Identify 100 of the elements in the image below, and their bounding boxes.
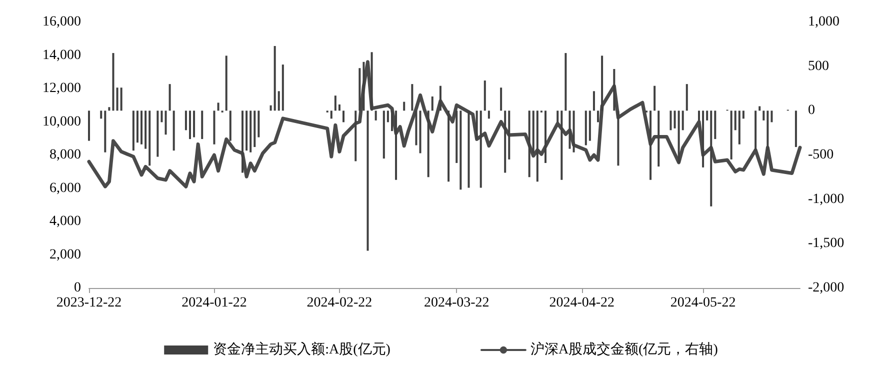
bar (403, 102, 406, 111)
bar (762, 110, 765, 120)
bar (148, 110, 151, 166)
bar (564, 53, 567, 111)
bar (427, 110, 430, 178)
y-tick-label: 2,000 (50, 247, 81, 262)
bar (160, 110, 163, 122)
bar (706, 110, 708, 120)
bar (528, 110, 530, 178)
y-tick-label: 16,000 (42, 14, 81, 30)
bar (282, 64, 284, 111)
bar (217, 102, 220, 111)
bar (544, 110, 546, 163)
bar (246, 110, 248, 151)
bar (390, 110, 393, 132)
bar (88, 110, 90, 141)
y-tick-label: 8,000 (50, 148, 81, 162)
bar (448, 110, 450, 182)
y2-tick-label: -2,000 (808, 280, 844, 296)
bar (250, 110, 252, 152)
bar (342, 110, 345, 122)
bar (597, 110, 600, 122)
bar (488, 110, 490, 119)
y-tick-label: 10,000 (42, 114, 81, 130)
bar (242, 110, 244, 173)
bar (278, 91, 280, 111)
bar (366, 110, 369, 251)
bar (682, 110, 684, 130)
bar (382, 110, 385, 159)
x-tick-label: 2023-12-22 (56, 296, 122, 310)
x-tick-label: 2024-02-22 (306, 296, 372, 310)
bar (439, 86, 442, 111)
bar (144, 110, 147, 149)
bar (456, 110, 458, 163)
bar (188, 110, 191, 140)
x-tick-label: 2024-01-22 (182, 296, 247, 310)
bar (374, 110, 377, 120)
bar (120, 88, 122, 111)
bar (229, 110, 232, 141)
bar (794, 110, 797, 148)
bar (686, 84, 688, 111)
y-tick-label: 4,000 (50, 214, 81, 229)
bar (193, 110, 196, 138)
bar (172, 110, 175, 151)
y2-tick-label: 500 (808, 58, 829, 74)
bar (674, 110, 676, 128)
y2-tick-label: -1,500 (808, 236, 844, 252)
bar (140, 110, 143, 144)
y2-tick-label: 1,000 (808, 14, 840, 30)
bar (419, 110, 422, 154)
bar (738, 110, 740, 144)
bar (658, 110, 660, 167)
bar (670, 110, 672, 130)
bar (592, 91, 595, 111)
bar (270, 105, 272, 111)
bar (358, 68, 361, 111)
bar (613, 68, 616, 111)
bar (536, 110, 538, 182)
bar (274, 46, 276, 111)
bar (584, 110, 587, 146)
bar (108, 107, 110, 111)
bar (386, 110, 389, 122)
bar (508, 110, 510, 160)
bar (742, 110, 744, 119)
bar (560, 110, 563, 180)
bar (754, 110, 757, 151)
bar (225, 56, 228, 111)
bar (354, 110, 357, 162)
bar (330, 110, 332, 119)
bar (568, 110, 571, 149)
bar (617, 110, 620, 166)
y2-tick-label: -1,000 (808, 192, 844, 207)
bar (702, 110, 704, 168)
y-tick-label: 12,000 (42, 81, 81, 96)
y2-tick-label: -500 (808, 148, 834, 162)
x-tick-label: 2024-05-22 (670, 296, 736, 310)
bar (395, 110, 398, 180)
bar (532, 110, 534, 154)
bar (132, 110, 134, 151)
bar (164, 110, 167, 135)
bar (588, 110, 591, 141)
bar (334, 96, 336, 111)
bar (766, 110, 769, 151)
bar (258, 110, 260, 138)
x-tick-label: 2024-03-22 (424, 296, 490, 310)
bar (730, 110, 732, 160)
bar (734, 110, 736, 130)
y2-tick-label: 0 (808, 103, 815, 118)
bar (431, 96, 434, 111)
bar (116, 88, 118, 111)
bar (556, 110, 559, 122)
bar (254, 110, 256, 148)
bar (714, 110, 716, 140)
bar (338, 104, 340, 111)
y-tick-label: 0 (74, 280, 81, 296)
bar (112, 53, 114, 111)
bar (415, 110, 418, 146)
legend-label: 沪深A股成交金额(亿元，右轴) (530, 342, 718, 358)
bar (136, 110, 138, 143)
bar (500, 88, 502, 111)
